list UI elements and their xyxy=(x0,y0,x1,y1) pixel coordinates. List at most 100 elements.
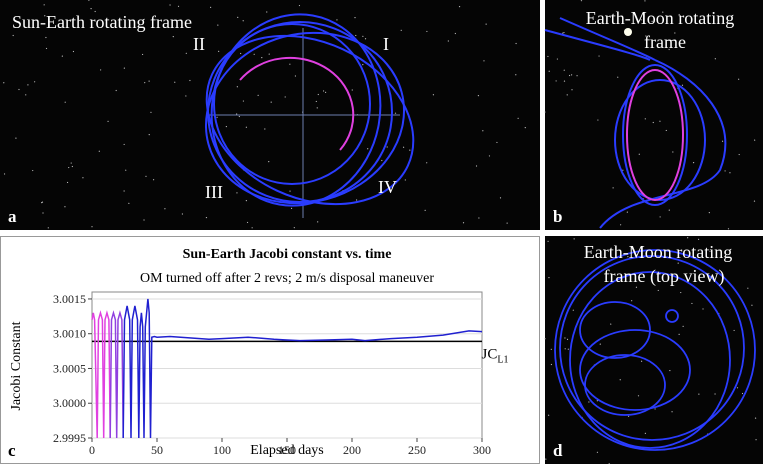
star xyxy=(548,414,550,416)
star xyxy=(515,42,517,45)
star xyxy=(251,227,253,229)
star xyxy=(475,165,478,167)
star xyxy=(674,32,676,34)
quadrant-label: III xyxy=(205,182,223,202)
panel-d-bg xyxy=(545,236,763,464)
star xyxy=(107,120,109,122)
star xyxy=(677,262,679,264)
star xyxy=(754,139,756,141)
star xyxy=(496,141,498,144)
star xyxy=(32,169,34,172)
star xyxy=(98,150,100,152)
reference-label: JCL1 xyxy=(482,346,509,365)
star xyxy=(524,127,526,129)
star xyxy=(687,237,689,239)
star xyxy=(596,451,599,453)
star xyxy=(612,187,614,189)
star xyxy=(409,149,411,151)
star xyxy=(635,286,638,288)
star xyxy=(362,63,364,66)
star xyxy=(164,208,166,210)
panel-title: Earth-Moon rotating xyxy=(586,8,734,28)
star xyxy=(619,379,621,381)
star xyxy=(426,30,428,33)
star xyxy=(651,20,653,23)
star xyxy=(336,19,338,21)
x-tick-label: 300 xyxy=(473,443,491,457)
star xyxy=(325,91,327,93)
star xyxy=(697,238,700,240)
star xyxy=(555,80,557,82)
star xyxy=(264,128,266,130)
star xyxy=(298,4,301,7)
star xyxy=(485,23,487,25)
star xyxy=(290,207,293,209)
star xyxy=(669,369,671,372)
star xyxy=(729,172,731,174)
star xyxy=(362,35,364,37)
star xyxy=(548,70,550,72)
star xyxy=(627,256,629,258)
star xyxy=(662,11,664,13)
star xyxy=(738,78,740,80)
star xyxy=(550,363,553,366)
star xyxy=(424,209,426,211)
star xyxy=(261,57,263,59)
star xyxy=(123,67,125,69)
star xyxy=(268,161,270,163)
star xyxy=(598,55,600,57)
star xyxy=(18,88,20,91)
stars xyxy=(3,0,757,464)
panel-b-bg xyxy=(545,0,763,230)
star xyxy=(652,121,654,124)
star xyxy=(217,24,219,26)
star xyxy=(364,38,367,40)
star xyxy=(736,387,739,389)
reference-label-sub: L1 xyxy=(497,354,508,365)
star xyxy=(123,190,125,192)
star xyxy=(91,226,93,228)
orbits-d xyxy=(554,249,756,451)
star xyxy=(246,221,249,224)
panel-title: Earth-Moon rotating xyxy=(584,242,732,262)
star xyxy=(724,170,726,172)
star xyxy=(499,197,502,199)
star xyxy=(216,116,218,118)
star xyxy=(550,348,552,350)
star xyxy=(563,31,565,34)
y-tick-label: 3.0010 xyxy=(53,327,86,341)
star xyxy=(354,17,356,19)
x-tick-label: 50 xyxy=(151,443,163,457)
star xyxy=(563,69,565,71)
star xyxy=(548,277,550,279)
star xyxy=(145,175,147,177)
star xyxy=(185,95,187,97)
star xyxy=(478,217,480,219)
star xyxy=(447,40,449,42)
panel-letter: b xyxy=(553,207,562,226)
star xyxy=(680,291,682,294)
star xyxy=(43,4,45,6)
star xyxy=(94,10,96,13)
panel-letter: d xyxy=(553,441,563,460)
star xyxy=(564,348,566,350)
star xyxy=(620,224,622,226)
star xyxy=(355,199,358,201)
star xyxy=(169,4,171,6)
star xyxy=(571,74,573,76)
star xyxy=(315,100,317,103)
star xyxy=(567,348,569,350)
star xyxy=(665,129,667,132)
star xyxy=(622,169,624,171)
star xyxy=(644,118,646,120)
star xyxy=(152,179,155,181)
star xyxy=(317,221,319,223)
star xyxy=(68,166,70,169)
star xyxy=(483,60,485,62)
star xyxy=(741,392,744,395)
star xyxy=(66,181,69,184)
star xyxy=(638,153,640,155)
star xyxy=(597,119,599,121)
x-tick-label: 150 xyxy=(278,443,296,457)
